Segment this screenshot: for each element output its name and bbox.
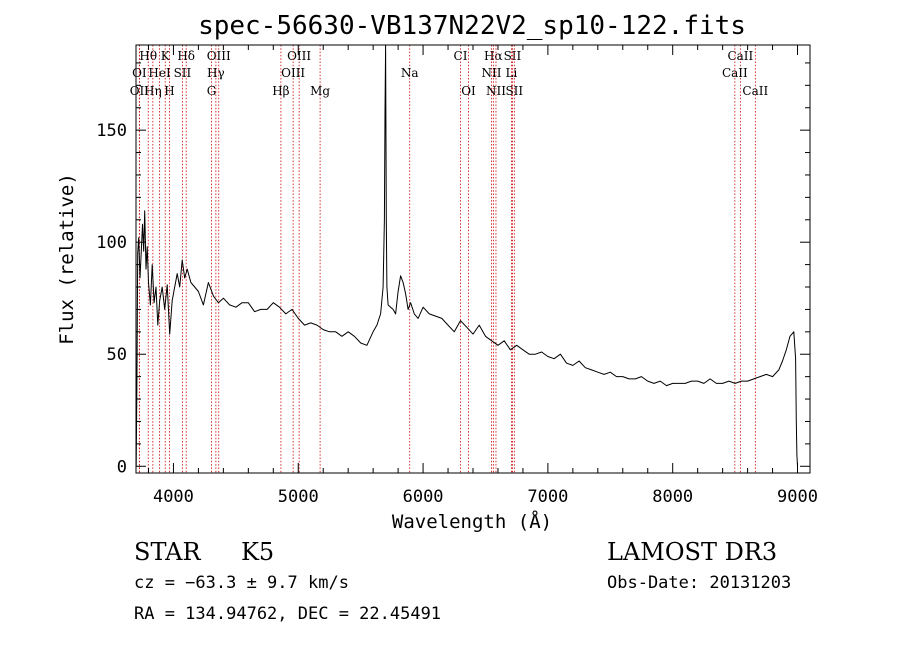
y-tick-label-0: 0 [117,457,127,477]
marker-label-12: Hγ [207,66,225,80]
plot-frame [135,44,811,474]
y-tick-label-3: 150 [96,121,127,141]
marker-label-26: SII [505,84,523,98]
y-tick-label-1: 50 [107,345,127,365]
marker-label-8: CaII [727,49,753,63]
marker-label-23: Mg [310,84,330,98]
spectrum-layer [135,44,798,467]
marker-label-0: Hθ [139,49,157,63]
x-tick-label-2: 6000 [403,487,444,507]
x-tick-label-4: 8000 [652,487,693,507]
marker-label-6: Hα [484,49,503,63]
y-axis-label: Flux (relative) [56,173,78,345]
marker-label-5: CI [454,49,468,63]
marker-label-7: SII [504,49,522,63]
marker-label-3: OIII [207,49,231,63]
marker-label-19: Hη [144,84,162,98]
marker-label-10: HeI [148,66,171,80]
marker-label-16: Li [506,66,518,80]
x-tick-label-5: 9000 [777,487,818,507]
marker-label-25: NII [486,84,506,98]
marker-label-15: NII [481,66,501,80]
observation-date: Obs-Date: 20131203 [607,573,792,593]
survey-name: LAMOST DR3 [607,538,778,566]
object-class: STAR [134,538,201,566]
y-tick-label-2: 100 [96,233,127,253]
chart-title: spec-56630-VB137N22V2_sp10-122.fits [198,11,746,41]
x-axis-label: Wavelength (Å) [392,510,552,533]
axes: 4000 5000 6000 7000 8000 9000 0 50 100 150 [96,45,818,507]
marker-label-22: Hβ [272,84,289,98]
redshift-velocity: cz = −63.3 ± 9.7 km/s [134,573,349,593]
marker-label-11: SII [174,66,192,80]
x-tick-label-1: 5000 [278,487,319,507]
marker-label-21: G [207,84,217,98]
marker-label-4: OIII [287,49,311,63]
marker-label-24: OI [461,84,476,98]
x-tick-label-3: 7000 [527,487,568,507]
spectrum-series-0 [135,44,798,467]
marker-label-2: Hδ [177,49,195,63]
marker-label-27: CaII [742,84,768,98]
x-tick-label-0: 4000 [153,487,194,507]
marker-label-20: H [164,84,174,98]
marker-label-14: Na [401,66,419,80]
coordinates: RA = 134.94762, DEC = 22.45491 [134,604,442,624]
marker-label-1: K [161,49,171,63]
spectral-subclass: K5 [241,538,275,566]
marker-label-18: OII [130,84,150,98]
marker-label-17: CaII [722,66,748,80]
marker-label-13: OIII [281,66,305,80]
